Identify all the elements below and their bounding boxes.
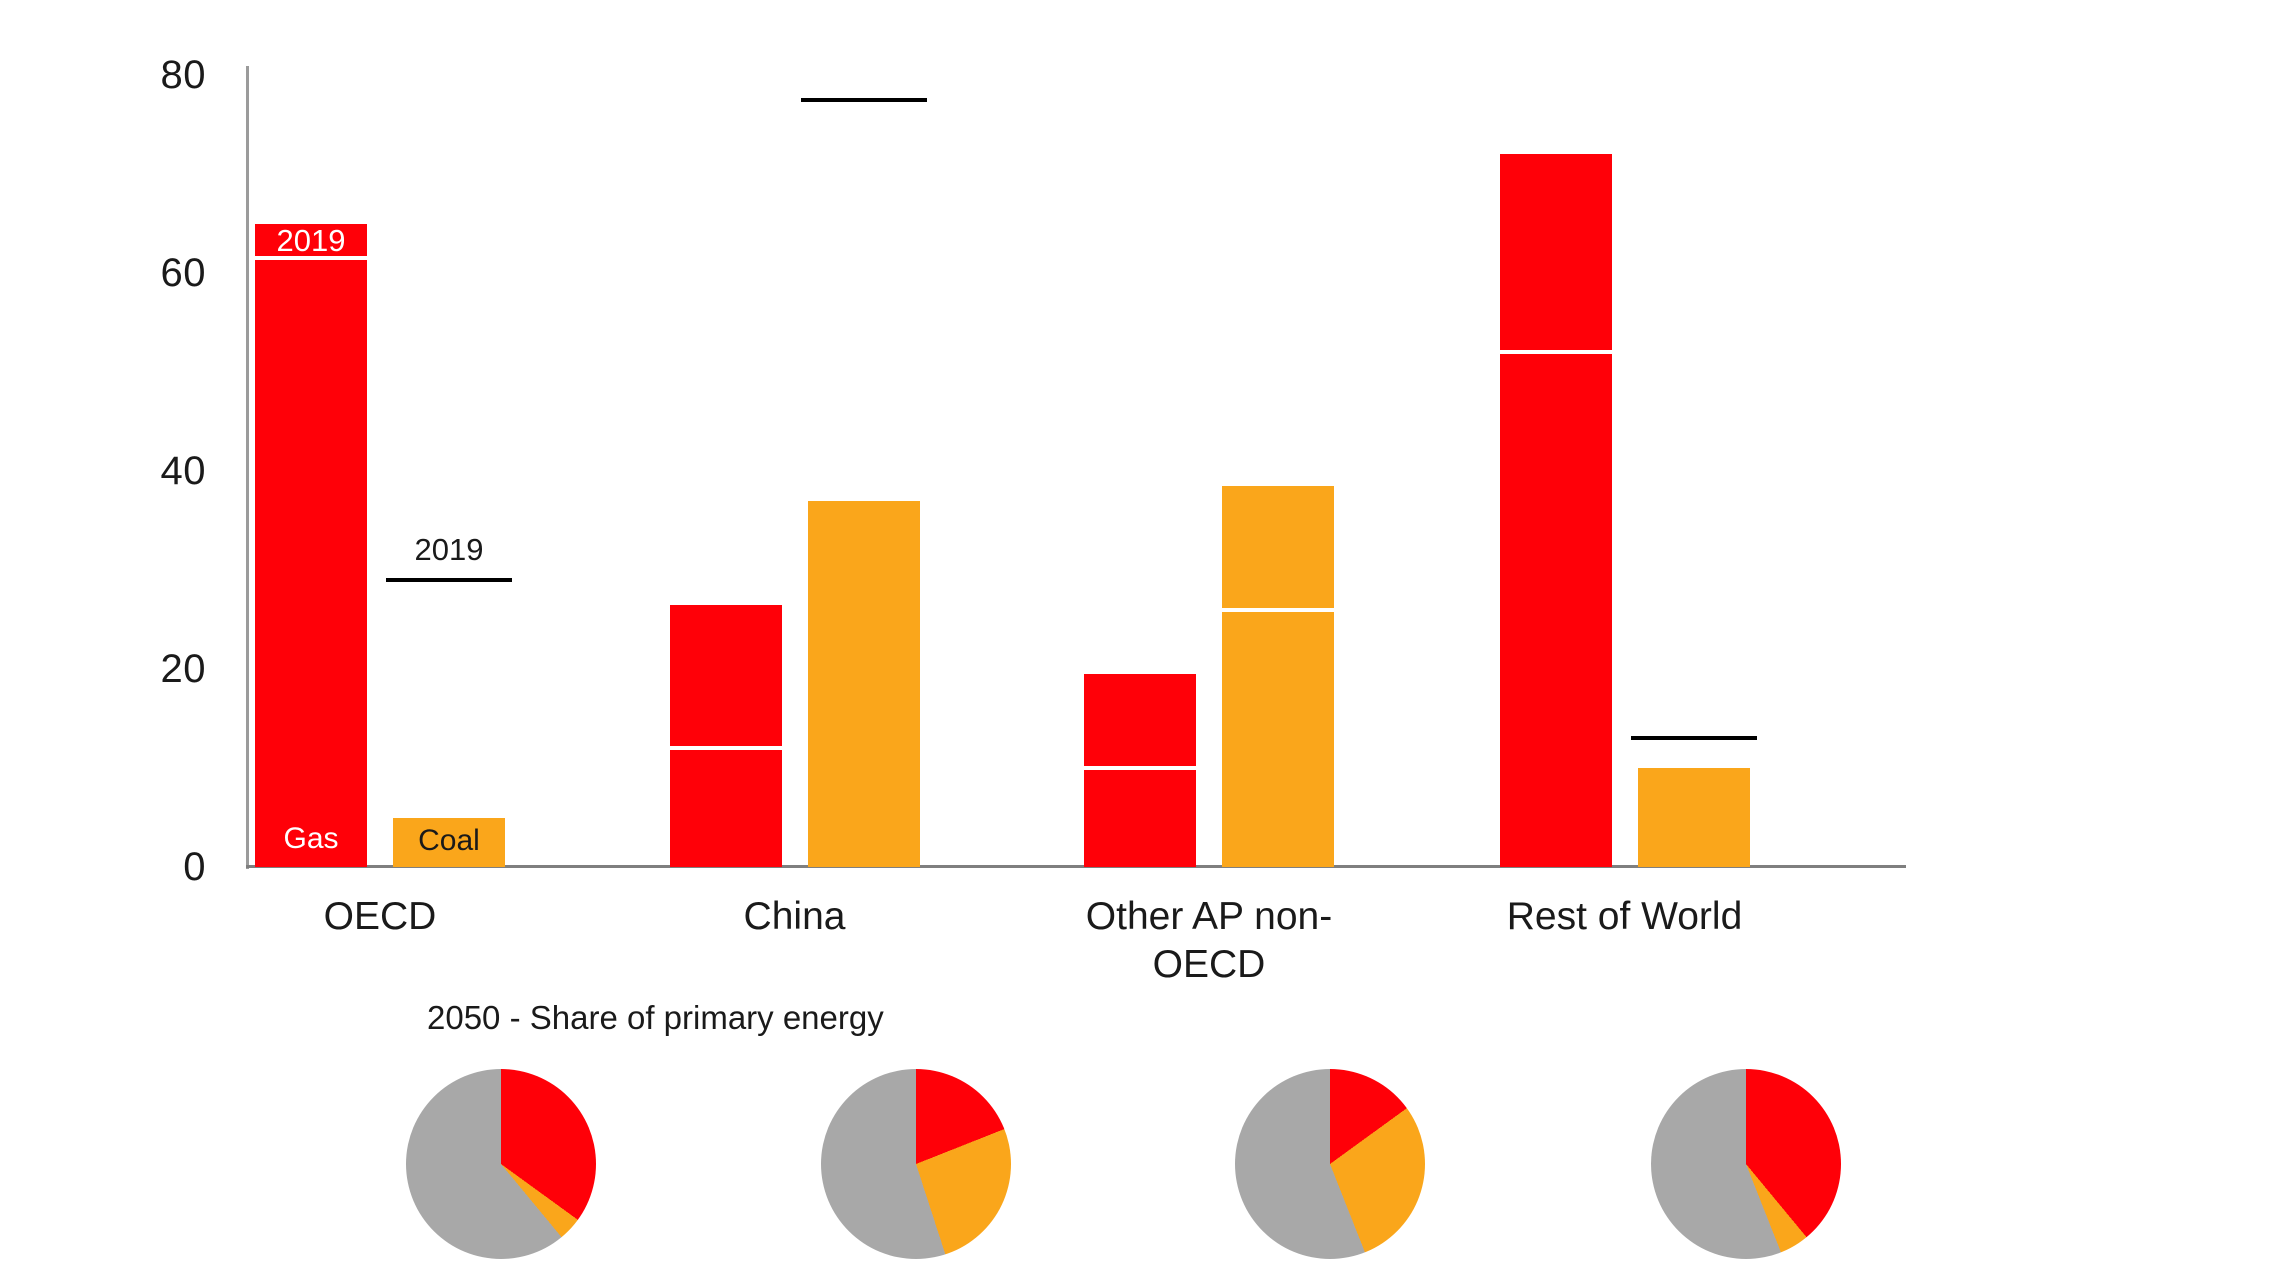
coal-2019-label: 2019	[414, 531, 484, 567]
coal-series-label: Coal	[418, 824, 480, 857]
x-axis-line	[246, 865, 1906, 868]
coal-2019-line-oecd	[386, 577, 512, 582]
category-label-other-ap-non-oecd: Other AP non- OECD	[1085, 895, 1333, 986]
gas-bar-china	[669, 604, 782, 867]
gas-series-label: Gas	[283, 822, 339, 855]
coal-bar-china	[807, 500, 920, 867]
y-tick-label-0: 0	[183, 845, 206, 889]
coal-2019-line-other-ap-non-oecd	[1222, 607, 1334, 612]
gas-2019-line-rest-of-world	[1499, 350, 1612, 355]
category-label-rest-of-world: Rest of World	[1506, 895, 1743, 938]
gas-bar-other-ap-non-oecd	[1084, 673, 1196, 867]
y-tick-label-40: 40	[160, 449, 206, 493]
gas-2019-label: 2019	[276, 222, 346, 258]
y-tick-label-80: 80	[160, 53, 206, 97]
y-tick-label-60: 60	[160, 251, 206, 295]
pie-other-ap-non-oecd	[1235, 1069, 1425, 1259]
gas-bar-rest-of-world	[1499, 154, 1612, 867]
coal-bar-rest-of-world	[1637, 768, 1750, 867]
gas-2019-line-oecd	[255, 256, 367, 261]
gas-bar-oecd	[255, 223, 367, 867]
category-label-china: China	[743, 895, 846, 938]
coal-2019-line-rest-of-world	[1630, 736, 1757, 741]
category-label-oecd: OECD	[323, 895, 437, 938]
coal-bar-other-ap-non-oecd	[1222, 485, 1334, 867]
y-tick-label-20: 20	[160, 647, 206, 691]
pies-title: 2050 - Share of primary energy	[427, 999, 884, 1036]
coal-2019-line-china	[800, 97, 927, 102]
pie-china	[820, 1069, 1011, 1259]
y-axis-line	[246, 66, 249, 869]
pie-rest-of-world	[1650, 1069, 1841, 1259]
gas-2019-line-other-ap-non-oecd	[1084, 766, 1196, 770]
pie-oecd	[406, 1069, 596, 1259]
gas-2019-line-china	[669, 746, 782, 751]
coal-bar-oecd	[393, 817, 505, 867]
